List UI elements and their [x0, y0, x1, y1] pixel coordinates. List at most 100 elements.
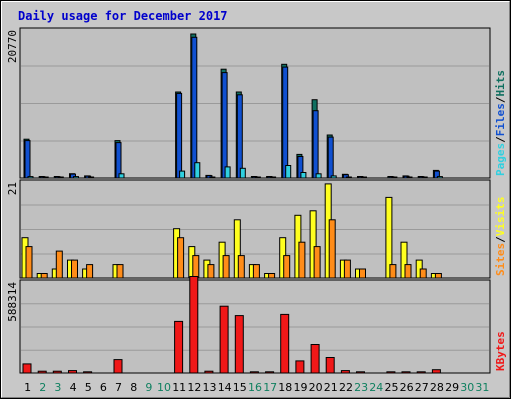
- pages-bar-day-1: [27, 176, 34, 179]
- kbytes-bar-day-19: [295, 360, 305, 374]
- pages-bar-day-27: [421, 176, 428, 179]
- series-pages: [27, 162, 443, 179]
- x-tick-day-13: 13: [203, 381, 217, 394]
- sites-bar-day-26: [404, 264, 412, 279]
- files-bar-day-1: [24, 140, 31, 179]
- kbytes-bar-day-17: [265, 371, 275, 374]
- kbytes-bar-day-25: [386, 371, 396, 374]
- sites-bar-day-21: [328, 219, 336, 279]
- x-tick-day-30: 30: [460, 381, 474, 394]
- kbytes-bar-day-20: [310, 344, 320, 374]
- pages-bar-day-16: [254, 176, 261, 179]
- series-files: [24, 36, 440, 179]
- x-tick-day-29: 29: [445, 381, 459, 394]
- chart-panels: 20770Pages/Files/Hits21Sites/Visits58831…: [6, 27, 507, 374]
- pages-bar-day-3: [57, 176, 64, 179]
- x-tick-day-31: 31: [475, 381, 489, 394]
- panel-visits-sites: 21 Sites/Visits: [6, 179, 507, 279]
- kbytes-bar-day-12: [189, 276, 199, 374]
- sites-bar-day-5: [86, 264, 94, 279]
- legend-entry: /: [494, 136, 507, 143]
- x-tick-day-22: 22: [339, 381, 353, 394]
- x-tick-day-20: 20: [309, 381, 323, 394]
- x-axis-tick-labels: 1 2 3 4 5 6 7 8 9 10 11 12 13 14 15 16 17 18 19 20 21 22 23 24 2…: [24, 381, 489, 394]
- x-tick-day-24: 24: [369, 381, 383, 394]
- x-tick-day-23: 23: [354, 381, 368, 394]
- kbytes-bar-day-26: [401, 371, 411, 374]
- series-kbytes: [22, 276, 441, 374]
- x-tick-day-14: 14: [218, 381, 232, 394]
- x-tick-day-18: 18: [278, 381, 292, 394]
- legend-entry: Hits: [494, 70, 507, 97]
- x-tick-day-7: 7: [115, 381, 122, 394]
- x-tick-day-25: 25: [385, 381, 399, 394]
- pages-bar-day-5: [88, 176, 95, 179]
- kbytes-bar-day-28: [431, 369, 441, 374]
- kbytes-bar-day-23: [356, 371, 365, 374]
- sites-bar-day-2: [40, 273, 48, 279]
- x-tick-day-6: 6: [100, 381, 107, 394]
- legend-entry: KBytes: [494, 331, 507, 371]
- pages-bar-day-7: [118, 173, 125, 179]
- series-sites: [25, 219, 442, 279]
- sites-bar-day-25: [389, 264, 397, 279]
- y-max-label: 588314: [6, 282, 19, 322]
- x-tick-day-5: 5: [85, 381, 92, 394]
- legend-entry: Sites: [494, 243, 507, 276]
- sites-bar-day-27: [419, 268, 427, 279]
- sites-bar-day-7: [116, 264, 124, 279]
- legend-entry: Visits: [494, 197, 507, 237]
- visits-bar-day-26: [400, 241, 408, 279]
- legend-hits-files-pages: Pages/Files/Hits: [494, 70, 507, 176]
- x-tick-day-4: 4: [70, 381, 77, 394]
- x-tick-day-1: 1: [24, 381, 31, 394]
- chart-title: Daily usage for December 2017: [18, 9, 228, 23]
- kbytes-bar-day-5: [83, 371, 93, 374]
- x-tick-day-16: 16: [248, 381, 262, 394]
- panel-hits-files-pages: 20770 Pages/Files/Hits: [6, 27, 507, 179]
- files-bar-day-18: [282, 66, 289, 179]
- legend-visits-sites: Sites/Visits: [494, 197, 507, 277]
- y-max-label: 20770: [6, 30, 19, 63]
- pages-bar-day-2: [42, 176, 49, 179]
- sites-bar-day-20: [313, 246, 321, 279]
- pages-bar-day-21: [330, 175, 337, 179]
- sites-bar-day-17: [268, 273, 276, 279]
- files-bar-day-11: [176, 92, 183, 179]
- pages-bar-day-26: [406, 176, 413, 179]
- visits-bar-day-20: [309, 210, 317, 279]
- sites-bar-day-13: [207, 264, 215, 279]
- series-visits: [21, 183, 438, 279]
- kbytes-bar-day-7: [113, 359, 123, 374]
- legend-entry: Pages: [494, 143, 507, 176]
- legend-entry: /: [494, 96, 507, 103]
- kbytes-bar-day-15: [234, 315, 244, 374]
- kbytes-bar-day-22: [340, 370, 350, 374]
- pages-bar-day-18: [285, 165, 292, 179]
- sites-bar-day-19: [298, 241, 306, 279]
- kbytes-bar-day-3: [52, 370, 62, 374]
- visits-bar-day-25: [385, 196, 393, 279]
- sites-bar-day-15: [237, 255, 245, 279]
- pages-bar-day-19: [300, 172, 307, 179]
- x-tick-day-2: 2: [39, 381, 46, 394]
- x-tick-day-15: 15: [233, 381, 247, 394]
- files-bar-day-12: [191, 36, 198, 179]
- pages-bar-day-4: [73, 176, 79, 179]
- panel-kbytes: 588314 KBytes: [6, 276, 507, 374]
- kbytes-bar-day-21: [325, 357, 335, 374]
- sites-bar-day-18: [283, 255, 291, 279]
- files-bar-day-20: [312, 110, 319, 179]
- x-tick-day-28: 28: [430, 381, 444, 394]
- kbytes-bar-day-1: [22, 363, 32, 374]
- x-tick-day-11: 11: [172, 381, 186, 394]
- sites-bar-day-1: [25, 246, 33, 279]
- y-max-label: 21: [6, 182, 19, 195]
- pages-bar-day-14: [224, 166, 231, 179]
- sites-bar-day-22: [343, 259, 351, 279]
- pages-bar-day-12: [194, 162, 201, 179]
- files-bar-day-14: [221, 72, 228, 179]
- sites-bar-day-28: [434, 273, 442, 279]
- sites-bar-day-23: [359, 268, 366, 279]
- x-tick-day-12: 12: [187, 381, 201, 394]
